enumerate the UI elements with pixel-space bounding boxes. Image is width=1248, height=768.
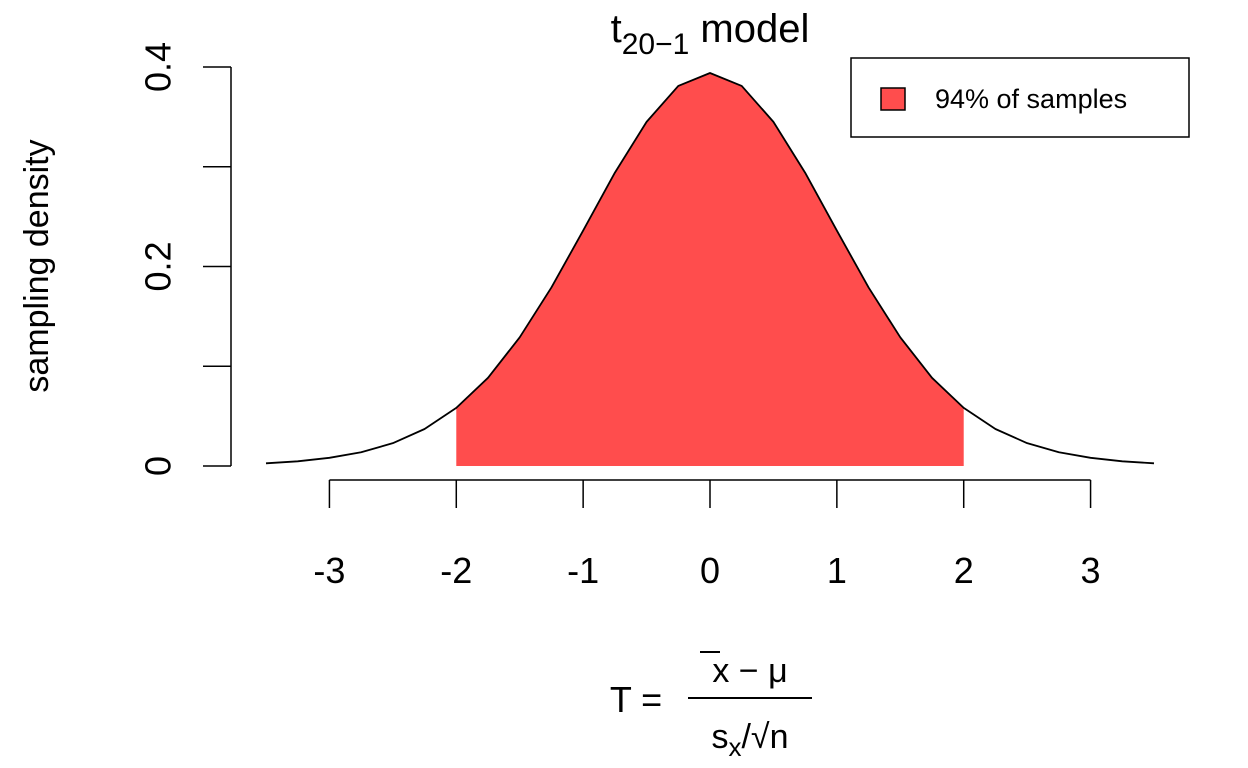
x-tick-label: 2 [954, 550, 974, 591]
den-sub: x [728, 732, 741, 762]
x-axis-label: T = x − μ sx/√n [610, 651, 812, 762]
x-tick-label: -3 [313, 550, 345, 591]
y-tick-label: 0 [138, 456, 179, 476]
xlabel-denominator: sx/√n [711, 718, 788, 762]
title-sub: 20−1 [622, 28, 690, 61]
y-axis-label: sampling density [18, 139, 56, 392]
den-rest: /√n [741, 718, 788, 756]
density-curve [265, 72, 1155, 465]
num-rest: − μ [739, 652, 788, 690]
x-tick-label: 0 [700, 550, 720, 591]
xlabel-numerator: x − μ [712, 652, 787, 690]
shaded-area [456, 72, 964, 467]
x-tick-label: -2 [440, 550, 472, 591]
xlabel-lhs: T = [610, 679, 662, 720]
title-main: t [611, 7, 622, 51]
y-tick-label: 0.2 [138, 241, 179, 291]
chart-title: t20−1 model [611, 7, 810, 61]
legend-box [850, 57, 1190, 138]
legend-label: 94% of samples [935, 84, 1127, 114]
title-rest: model [689, 7, 809, 51]
legend-swatch [880, 87, 906, 111]
num-var: x [712, 652, 729, 690]
x-tick-label: 3 [1081, 550, 1101, 591]
den-var: s [711, 718, 728, 756]
y-tick-label: 0.4 [138, 42, 179, 92]
legend: 94% of samples [850, 57, 1190, 138]
x-tick-label: 1 [827, 550, 847, 591]
x-tick-label: -1 [567, 550, 599, 591]
